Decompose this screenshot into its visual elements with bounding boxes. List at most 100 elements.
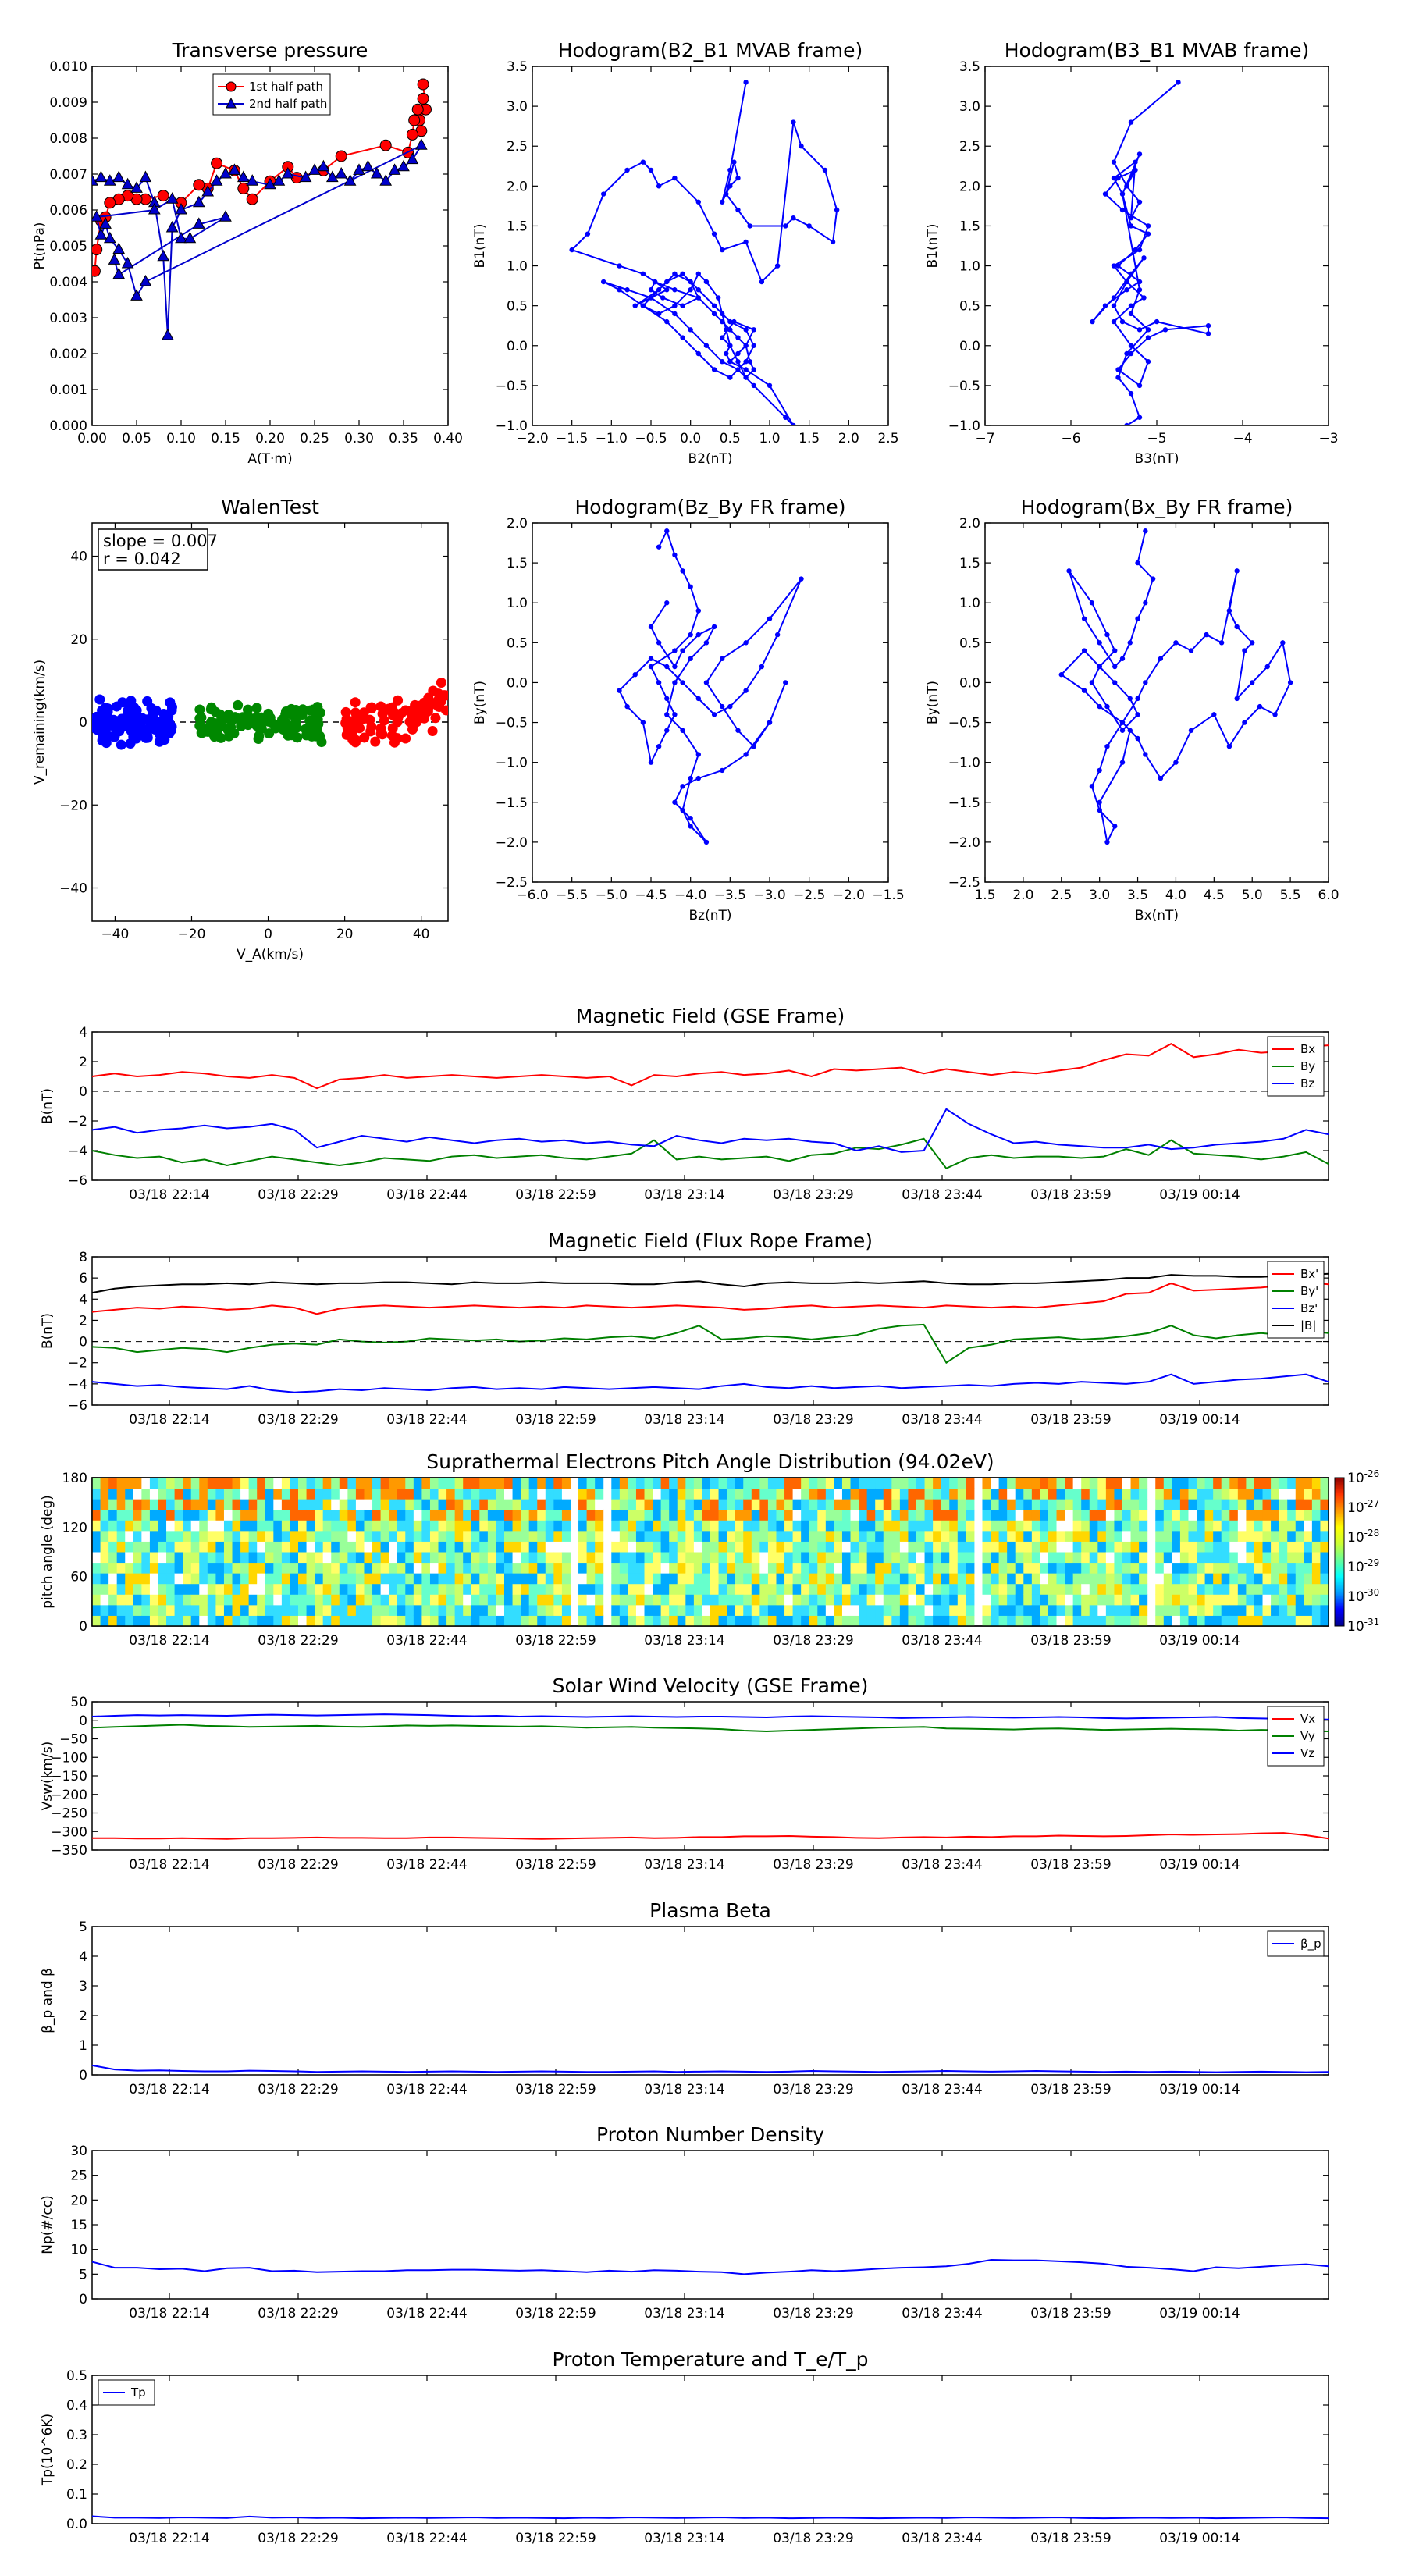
data-point [830, 239, 836, 245]
heatmap-cell [595, 1615, 604, 1627]
heatmap-cell [1072, 1552, 1082, 1564]
heatmap-cell [611, 1573, 621, 1585]
heatmap-cell [223, 1488, 233, 1500]
heatmap-cell [1229, 1583, 1239, 1595]
heatmap-cell [1304, 1509, 1313, 1521]
heatmap-cell [199, 1583, 208, 1595]
heatmap-cell [422, 1583, 431, 1595]
data-point [165, 220, 179, 233]
heatmap-cell [1221, 1520, 1230, 1532]
heatmap-cell [1295, 1573, 1304, 1585]
heatmap-cell [1163, 1541, 1172, 1553]
data-point [664, 712, 670, 717]
heatmap-cell [998, 1594, 1008, 1606]
heatmap-cell [512, 1499, 521, 1510]
heatmap-cell [183, 1530, 192, 1542]
heatmap-cell [1023, 1478, 1033, 1489]
heatmap-cell [669, 1520, 678, 1532]
heatmap-cell [116, 1615, 126, 1627]
data-point [148, 202, 161, 215]
heatmap-cell [537, 1615, 546, 1627]
time-tick-label: 03/19 00:14 [1159, 1857, 1240, 1873]
data-point [193, 179, 205, 191]
colorbar [1334, 1477, 1345, 1627]
heatmap-cell [257, 1562, 266, 1574]
heatmap-cell [1262, 1604, 1272, 1616]
heatmap-cell [528, 1530, 538, 1542]
heatmap-cell [248, 1488, 258, 1500]
heatmap-cell [916, 1552, 926, 1564]
heatmap-cell [92, 1562, 101, 1574]
y-tick-label: 2.5 [959, 139, 980, 155]
y-tick-label: 0.0 [66, 2517, 87, 2532]
heatmap-cell [199, 1499, 208, 1510]
heatmap-cell [528, 1520, 538, 1532]
heatmap-cell [702, 1488, 711, 1500]
heatmap-cell [322, 1488, 332, 1500]
heatmap-cell [537, 1478, 546, 1489]
heatmap-cell [1246, 1488, 1255, 1500]
heatmap-cell [1139, 1530, 1148, 1542]
data-point [711, 303, 717, 308]
heatmap-cell [1114, 1583, 1123, 1595]
heatmap-cell [702, 1499, 711, 1510]
heatmap-cell [735, 1562, 744, 1574]
heatmap-cell [941, 1583, 950, 1595]
heatmap-cell [1237, 1520, 1247, 1532]
data-point [735, 728, 741, 733]
time-tick-label: 03/18 23:44 [902, 1187, 982, 1203]
heatmap-cell [1139, 1583, 1148, 1595]
data-point [735, 335, 741, 340]
heatmap-cell [257, 1594, 266, 1606]
heatmap-cell [298, 1594, 308, 1606]
heatmap-cell [372, 1499, 382, 1510]
heatmap-cell [966, 1541, 975, 1553]
heatmap-cell [859, 1562, 868, 1574]
heatmap-cell [619, 1594, 628, 1606]
heatmap-cell [1295, 1530, 1304, 1542]
heatmap-cell [207, 1594, 216, 1606]
heatmap-cell [306, 1583, 315, 1595]
heatmap-cell [949, 1552, 959, 1564]
heatmap-cell [644, 1520, 653, 1532]
heatmap-cell [767, 1552, 777, 1564]
heatmap-cell [1237, 1604, 1247, 1616]
data-point [175, 231, 187, 244]
y-tick-label: 1.0 [959, 596, 980, 611]
heatmap-cell [528, 1499, 538, 1510]
heatmap-cell [957, 1509, 966, 1521]
heatmap-cell [545, 1520, 554, 1532]
heatmap-cell [479, 1488, 489, 1500]
heatmap-cell [859, 1552, 868, 1564]
heatmap-cell [190, 1604, 200, 1616]
heatmap-cell [743, 1478, 752, 1489]
data-point [1287, 680, 1293, 685]
heatmap-cell [644, 1583, 653, 1595]
heatmap-cell [825, 1615, 834, 1627]
heatmap-cell [792, 1604, 802, 1616]
data-point [688, 816, 693, 821]
heatmap-cell [1089, 1615, 1098, 1627]
heatmap-cell [644, 1530, 653, 1542]
heatmap-cell [1114, 1552, 1123, 1564]
heatmap-cell [850, 1541, 859, 1553]
heatmap-cell [809, 1488, 818, 1500]
heatmap-cell [479, 1520, 489, 1532]
heatmap-cell [669, 1530, 678, 1542]
heatmap-cell [166, 1520, 176, 1532]
heatmap-cell [1262, 1488, 1272, 1500]
heatmap-cell [397, 1520, 406, 1532]
heatmap-cell [125, 1573, 134, 1585]
heatmap-cell [100, 1509, 109, 1521]
heatmap-cell [685, 1594, 695, 1606]
heatmap-cell [1246, 1604, 1255, 1616]
heatmap-cell [389, 1509, 398, 1521]
heatmap-cell [685, 1604, 695, 1616]
heatmap-cell [653, 1573, 662, 1585]
heatmap-cell [446, 1604, 456, 1616]
heatmap-cell [405, 1573, 414, 1585]
heatmap-cell [1204, 1552, 1214, 1564]
heatmap-cell [322, 1562, 332, 1574]
data-point [1081, 688, 1087, 693]
data-point [724, 191, 729, 197]
